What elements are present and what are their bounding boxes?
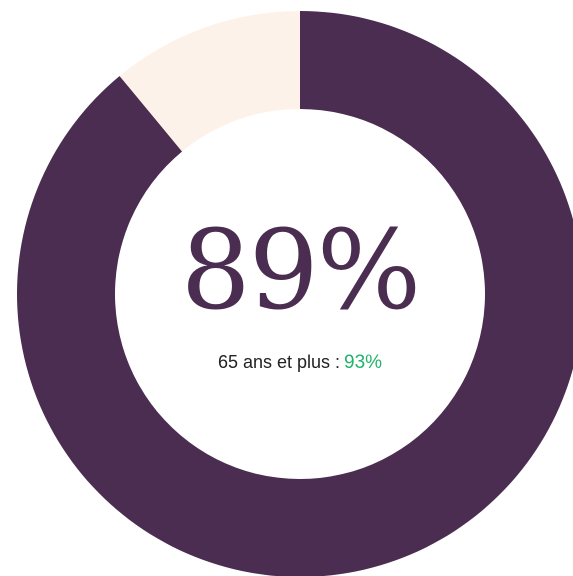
subtitle-value: 93% (344, 352, 383, 373)
donut-slice-main (17, 11, 573, 576)
donut-slice-remainder (119, 11, 300, 152)
center-percentage: 89% (180, 206, 422, 334)
subtitle-label: 65 ans et plus : (217, 352, 341, 372)
subtitle: 65 ans et plus :93% (130, 352, 470, 374)
